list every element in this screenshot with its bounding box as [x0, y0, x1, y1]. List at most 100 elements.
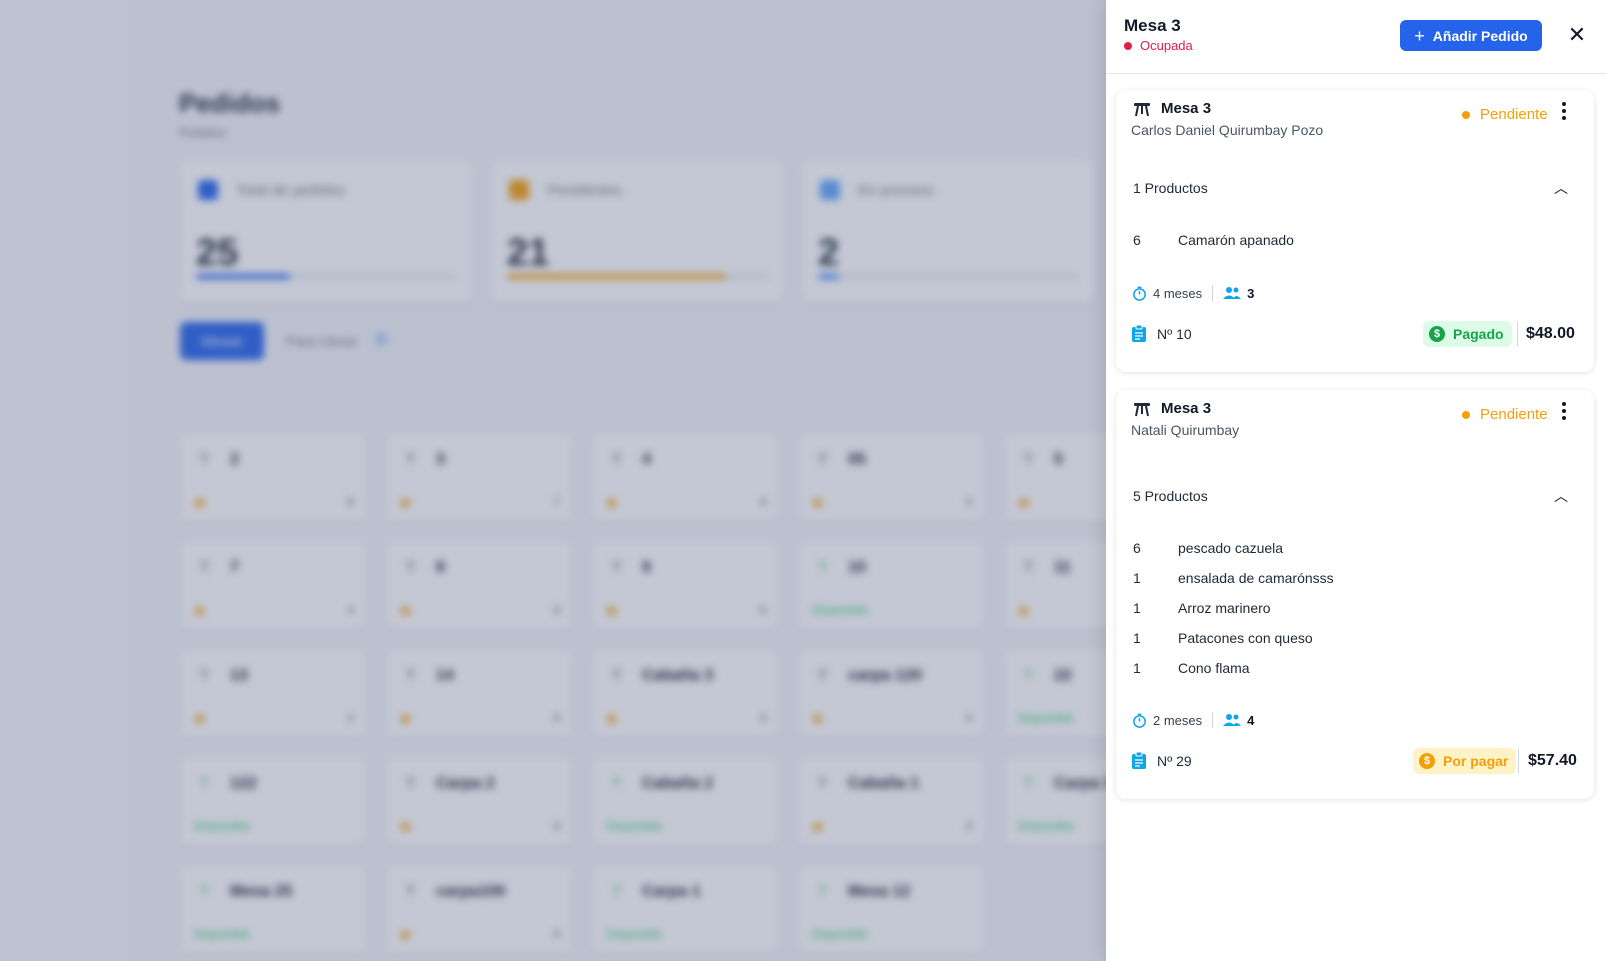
- table-icon: ⊤: [198, 452, 212, 469]
- product-name: Cono flama: [1178, 660, 1250, 676]
- table-icon: ⊤: [610, 884, 624, 901]
- table-card[interactable]: ⊤ 14 ▣ 4: [386, 649, 572, 737]
- pending-order-icon: ▣: [1018, 603, 1030, 617]
- table-card[interactable]: ⊤ 13 ▣ 2: [180, 649, 366, 737]
- clipboard-icon: [1132, 325, 1146, 342]
- tab-mesas[interactable]: Mesas: [180, 322, 264, 360]
- table-name: 3: [436, 451, 445, 468]
- table-status: Ocupada: [1124, 38, 1193, 53]
- table-card[interactable]: ⊤ 2 ▣ 6: [180, 433, 366, 521]
- table-icon: [1134, 103, 1150, 117]
- stat-card-total: Total de pedidos 25: [180, 160, 473, 303]
- table-available-label: Disponible: [606, 819, 663, 833]
- table-card[interactable]: ⊤ Carpa 1 Disponible: [592, 865, 778, 953]
- more-options-icon[interactable]: [1552, 398, 1576, 424]
- table-icon: ⊤: [610, 560, 624, 577]
- table-card[interactable]: ⊤ 7 ▣ 4: [180, 541, 366, 629]
- table-name: 2: [230, 451, 239, 468]
- stat-value: 25: [196, 232, 239, 274]
- product-qty: 6: [1133, 232, 1141, 248]
- stat-label: Pendientes: [547, 182, 623, 199]
- table-name: 13: [230, 667, 248, 684]
- table-card[interactable]: ⊤ 05 ▣ 3: [798, 433, 984, 521]
- table-icon: ⊤: [816, 884, 830, 901]
- table-card[interactable]: ⊤ carpa 120 ▣ 4: [798, 649, 984, 737]
- table-card[interactable]: ⊤ 8 ▣ 4: [386, 541, 572, 629]
- table-guest-count: 5: [759, 603, 766, 617]
- table-icon: [1134, 403, 1150, 417]
- table-card[interactable]: ⊤ carpa100 ▣ 4: [386, 865, 572, 953]
- order-elapsed-time: 4 meses: [1153, 285, 1203, 301]
- table-guest-count: 4: [553, 711, 560, 725]
- table-name: Mesa 25: [230, 883, 293, 900]
- table-available-label: Disponible: [1018, 711, 1075, 725]
- more-options-icon[interactable]: [1552, 98, 1576, 124]
- table-card[interactable]: ⊤ 122 Disponible: [180, 757, 366, 845]
- table-guest-count: 4: [553, 927, 560, 941]
- table-card[interactable]: ⊤ Cabaña 2 Disponible: [592, 757, 778, 845]
- table-icon: ⊤: [610, 452, 624, 469]
- table-card[interactable]: ⊤ 9 ▣ 5: [592, 541, 778, 629]
- table-card[interactable]: ⊤ Mesa 12 Disponible: [798, 865, 984, 953]
- product-row: 6 pescado cazuela: [1133, 540, 1283, 556]
- table-icon: ⊤: [610, 668, 624, 685]
- table-card[interactable]: ⊤ Mesa 25 Disponible: [180, 865, 366, 953]
- order-total: $57.40: [1528, 752, 1577, 769]
- products-toggle[interactable]: 1 Productos: [1133, 180, 1208, 196]
- order-customer-name: Carlos Daniel Quirumbay Pozo: [1131, 122, 1324, 138]
- table-name: 5: [1054, 451, 1063, 468]
- table-name: 10: [848, 559, 866, 576]
- pending-order-icon: ▣: [194, 603, 206, 617]
- products-toggle[interactable]: 5 Productos: [1133, 488, 1208, 504]
- plus-icon: +: [1414, 25, 1425, 46]
- add-order-label: Añadir Pedido: [1432, 27, 1528, 44]
- table-name: 22: [1054, 667, 1072, 684]
- pending-order-icon: ▣: [400, 819, 412, 833]
- pending-order-icon: ▣: [606, 711, 618, 725]
- para-llevar-count-badge: 5: [372, 331, 391, 347]
- payment-status-badge: $ Pagado: [1423, 321, 1512, 347]
- tab-para-llevar[interactable]: Para Llevar: [286, 333, 358, 349]
- chevron-up-icon[interactable]: ︿: [1554, 488, 1568, 504]
- product-row: 1 Arroz marinero: [1133, 600, 1271, 616]
- stat-progress: [818, 274, 1079, 279]
- chevron-up-icon[interactable]: ︿: [1554, 180, 1568, 196]
- product-name: pescado cazuela: [1178, 540, 1284, 556]
- table-card[interactable]: ⊤ Cabaña 1 ▣ 3: [798, 757, 984, 845]
- table-icon: ⊤: [816, 776, 830, 793]
- order-status: Pendiente: [1462, 406, 1548, 423]
- table-icon: ⊤: [1022, 776, 1036, 793]
- close-icon[interactable]: ✕: [1567, 22, 1587, 47]
- product-row: 6 Camarón apanado: [1133, 232, 1294, 248]
- table-icon: ⊤: [198, 884, 212, 901]
- table-card[interactable]: ⊤ 10 Disponible: [798, 541, 984, 629]
- table-icon: ⊤: [198, 560, 212, 577]
- table-icon: ⊤: [816, 452, 830, 469]
- table-guest-count: 6: [347, 495, 354, 509]
- table-icon: ⊤: [404, 560, 418, 577]
- table-card[interactable]: ⊤ 4 ▣ 4: [592, 433, 778, 521]
- order-customer-name: Natali Quirumbay: [1131, 422, 1240, 438]
- order-total: $48.00: [1526, 325, 1575, 342]
- table-card[interactable]: ⊤ 3 ▣ 7: [386, 433, 572, 521]
- order-card: Mesa 3 Carlos Daniel Quirumbay Pozo Pend…: [1116, 90, 1594, 372]
- add-order-button[interactable]: + Añadir Pedido: [1400, 20, 1542, 51]
- table-card[interactable]: ⊤ Cabaña 3 ▣ 3: [592, 649, 778, 737]
- product-qty: 6: [1133, 540, 1141, 556]
- cooking-icon: [820, 180, 840, 200]
- product-row: 1 Cono flama: [1133, 660, 1250, 676]
- table-guest-count: 4: [553, 603, 560, 617]
- timer-icon: [1133, 286, 1146, 301]
- stat-value: 21: [507, 232, 550, 274]
- pending-order-icon: ▣: [812, 711, 824, 725]
- product-row: 1 Patacones con queso: [1133, 630, 1313, 646]
- table-available-label: Disponible: [812, 927, 869, 941]
- pending-order-icon: ▣: [812, 819, 824, 833]
- table-card[interactable]: ⊤ Carpa 2 ▣ 4: [386, 757, 572, 845]
- product-qty: 1: [1133, 600, 1141, 616]
- table-name: Cabaña 3: [642, 667, 714, 684]
- people-icon: [1223, 287, 1242, 299]
- table-status-label: Ocupada: [1140, 38, 1193, 53]
- pending-order-icon: ▣: [194, 711, 206, 725]
- pending-order-icon: ▣: [1018, 495, 1030, 509]
